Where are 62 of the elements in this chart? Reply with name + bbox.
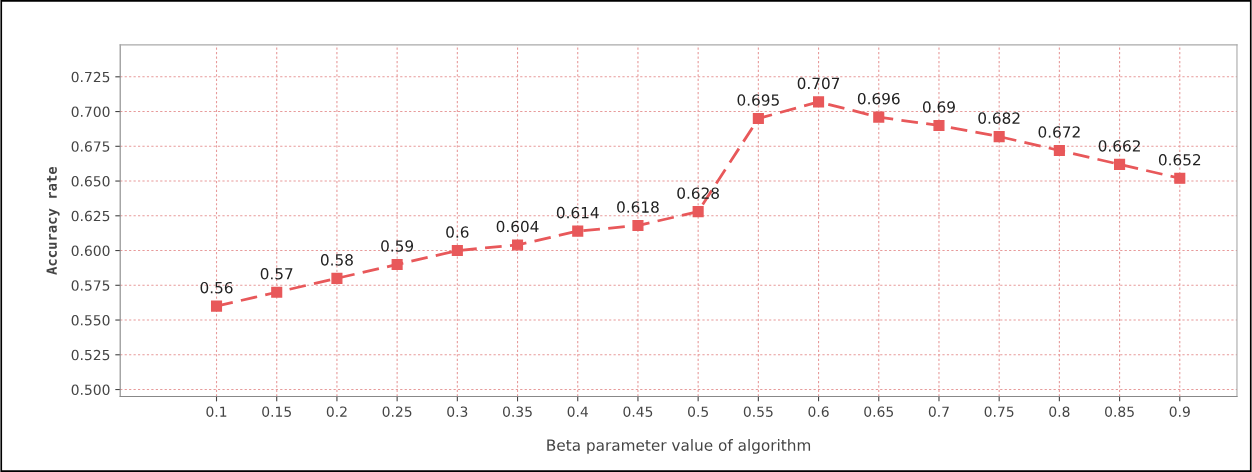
point [993,131,1005,143]
x-tick-label: 0.85 [1105,406,1134,417]
x-tick-label: 0.65 [864,406,894,417]
data-label: 0.682 [978,112,1020,124]
data-label: 0.58 [320,254,353,266]
point [1114,158,1126,170]
x-tick-label: 0.25 [382,406,412,417]
point [752,112,764,125]
data-label: 0.57 [260,268,293,280]
point [572,225,584,237]
x-tick-label: 0.5 [688,406,708,417]
x-tick-label: 0.8 [1049,406,1070,417]
x-tick-label: 0.15 [262,406,291,417]
point [451,244,463,257]
x-tick-label: 0.75 [984,406,1014,417]
point [692,206,704,218]
x-tick-label: 0.2 [326,406,347,417]
data-label: 0.604 [496,220,539,233]
x-tick-label: 0.6 [808,406,829,417]
data-label: 0.59 [381,240,414,252]
point [813,96,825,108]
y-tick-label: 0.725 [71,71,110,83]
y-tick-label: 0.675 [71,141,110,152]
data-label: 0.56 [200,281,233,294]
x-tick-label: 0.1 [206,406,227,417]
point [391,258,403,270]
data-label: 0.707 [797,77,840,90]
point [331,272,343,284]
point [1053,144,1065,157]
y-tick-label: 0.700 [71,106,110,118]
data-label: 0.618 [617,201,659,213]
x-tick-label: 0.9 [1169,406,1190,417]
point [511,239,524,251]
data-label: 0.6 [446,226,469,238]
data-label: 0.614 [556,206,599,219]
point [1174,172,1186,184]
x-tick-label: 0.55 [743,406,773,417]
y-tick-label: 0.625 [71,210,110,222]
x-tick-label: 0.7 [928,406,949,417]
y-axis-title: Accuracy rate [46,166,60,275]
x-tick-label: 0.35 [502,406,532,417]
point [873,111,885,123]
y-tick-label: 0.600 [71,245,110,257]
x-tick-label: 0.4 [567,406,589,417]
data-label: 0.652 [1158,154,1201,166]
data-label: 0.672 [1038,126,1080,138]
y-tick-label: 0.500 [71,384,110,395]
y-tick-label: 0.525 [71,349,110,361]
point [933,119,945,132]
data-label: 0.695 [737,94,779,106]
y-tick-label: 0.550 [71,315,110,326]
data-label: 0.69 [922,101,955,113]
y-tick-label: 0.575 [71,280,110,291]
x-tick-label: 0.45 [623,406,653,417]
point [632,219,644,232]
x-axis-title: Beta parameter value of algorithm [547,439,811,454]
point [271,286,283,298]
data-label: 0.696 [857,92,900,105]
x-tick-label: 0.3 [447,406,468,417]
data-label: 0.662 [1098,140,1140,152]
y-tick-label: 0.650 [71,176,110,187]
point [210,300,223,312]
